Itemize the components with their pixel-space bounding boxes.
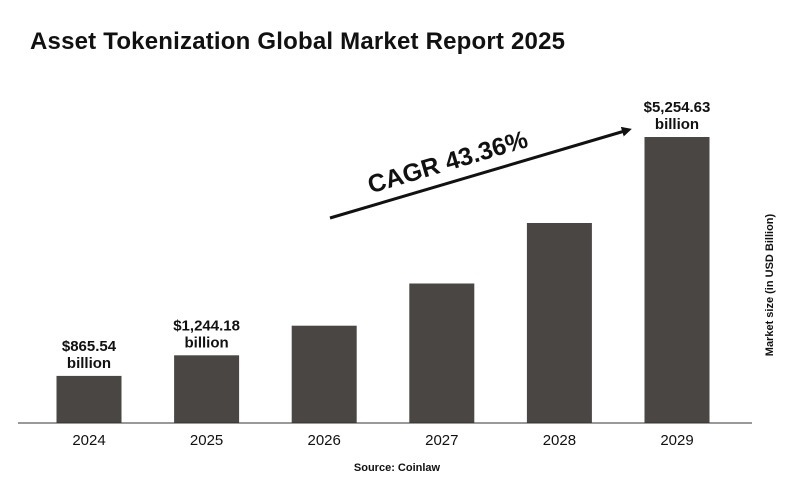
x-tick-label-2027: 2027 (425, 432, 458, 449)
data-label-unit: billion (185, 334, 229, 351)
cagr-arrow (329, 126, 632, 220)
y-axis-label: Market size (in USD Billion) (764, 213, 776, 356)
x-tick-label-2028: 2028 (543, 432, 576, 449)
bar-2026 (291, 325, 357, 423)
cagr-annotation: CAGR 43.36% (364, 125, 531, 199)
x-tick-label-2025: 2025 (190, 432, 223, 449)
data-label-unit: billion (67, 355, 111, 372)
source-note: Source: Coinlaw (353, 462, 441, 474)
x-tick-label-2029: 2029 (660, 432, 693, 449)
data-label-unit: billion (655, 116, 699, 133)
chart-title: Asset Tokenization Global Market Report … (30, 28, 566, 55)
bars-layer (56, 137, 710, 423)
x-tick-labels: 2024 2025 2026 2027 2028 2029 (72, 432, 693, 449)
data-labels: $865.54billion$1,244.18billion$5,254.63b… (62, 99, 710, 372)
data-label-value: $1,244.18 (173, 317, 240, 334)
bar-2024 (56, 375, 122, 423)
x-tick-label-2026: 2026 (308, 432, 341, 449)
bar-2027 (409, 283, 475, 423)
bar-2025 (174, 355, 240, 423)
data-label-value: $865.54 (62, 338, 117, 355)
data-label-value: $5,254.63 (644, 99, 711, 116)
bar-2028 (526, 223, 592, 423)
bar-2029 (644, 137, 710, 423)
x-tick-label-2024: 2024 (72, 432, 105, 449)
